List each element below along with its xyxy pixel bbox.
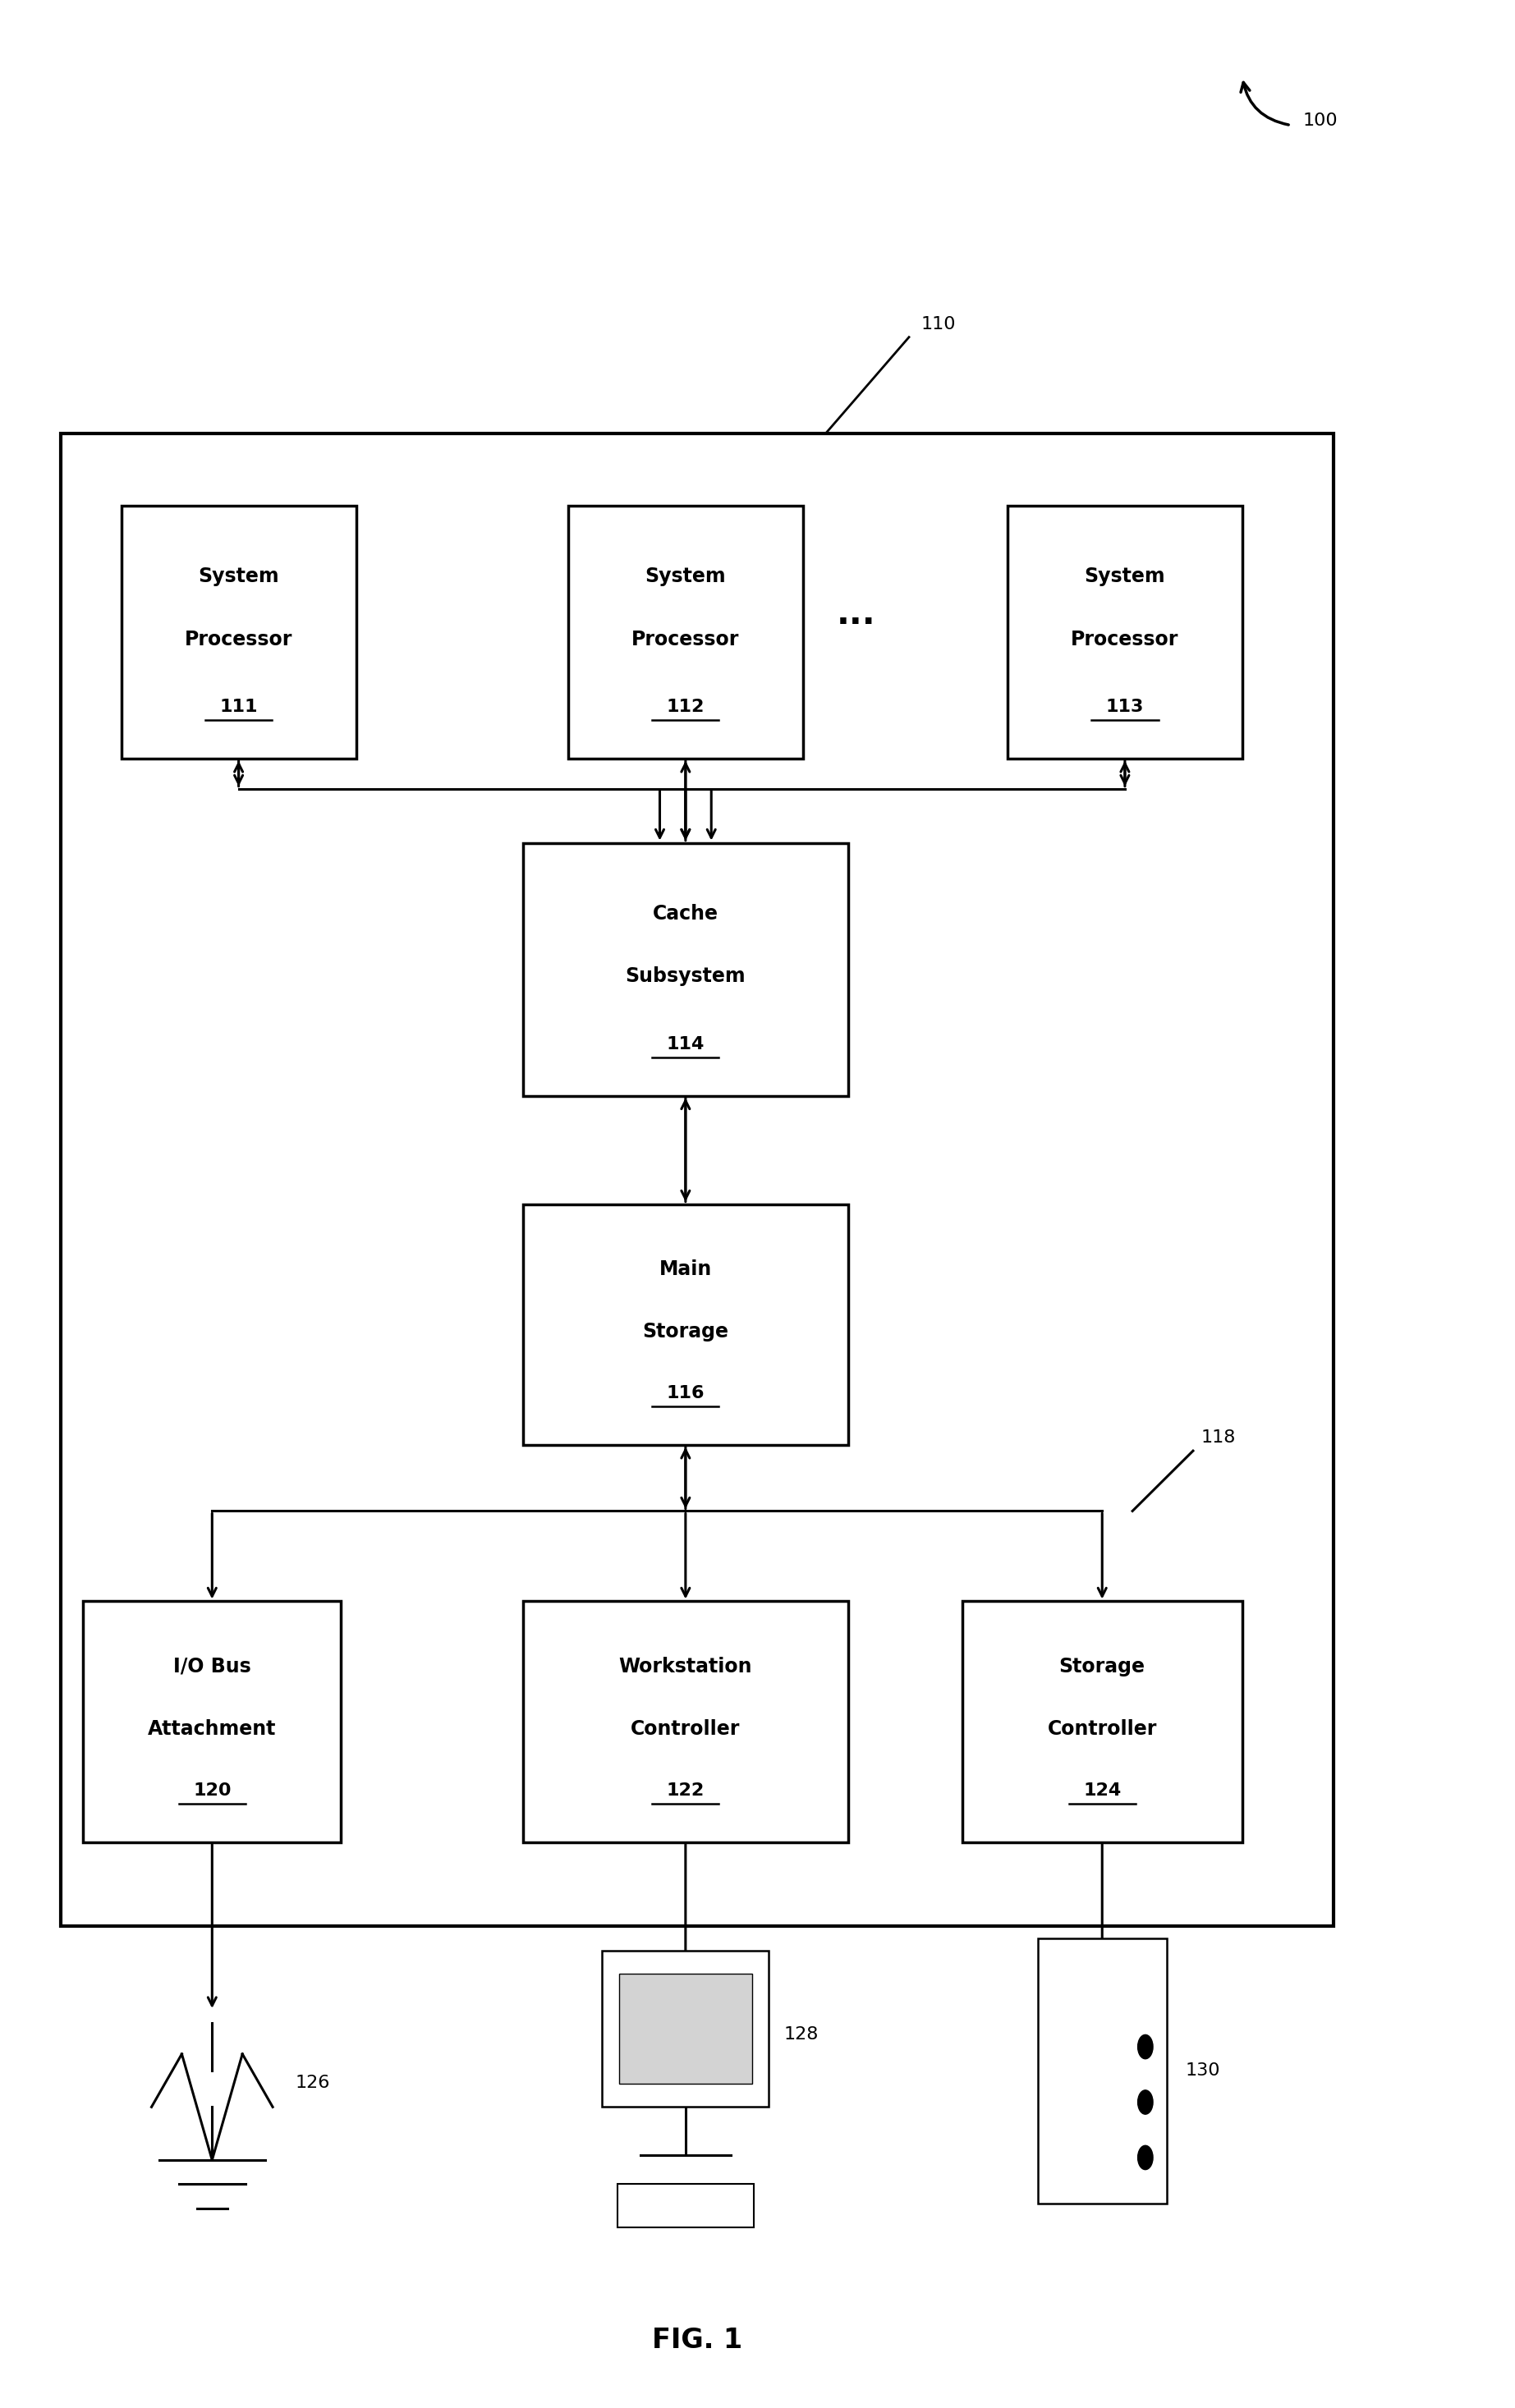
Bar (601, 1950, 768, 2107)
Bar (523, 1601, 848, 1842)
Text: 124: 124 (1083, 1782, 1121, 1799)
Bar (962, 1601, 1242, 1842)
Text: Processor: Processor (632, 628, 739, 650)
Text: ...: ... (836, 597, 876, 631)
Text: System: System (1085, 566, 1165, 588)
Text: 130: 130 (1186, 2064, 1221, 2078)
Circle shape (1138, 2035, 1153, 2059)
Text: Controller: Controller (630, 1719, 741, 1739)
Text: Controller: Controller (1047, 1719, 1157, 1739)
Bar (61, 433, 1333, 1926)
Bar (523, 1204, 848, 1445)
Text: Subsystem: Subsystem (626, 966, 745, 987)
Text: Processor: Processor (185, 628, 292, 650)
Bar (523, 843, 848, 1096)
Text: System: System (645, 566, 726, 588)
Bar (121, 506, 356, 759)
Text: Processor: Processor (1071, 628, 1179, 650)
Text: Workstation: Workstation (618, 1657, 753, 1676)
Text: 111: 111 (220, 698, 258, 715)
Bar (1038, 1938, 1167, 2203)
Text: 116: 116 (667, 1385, 704, 1401)
Text: 126: 126 (295, 2076, 330, 2090)
Text: 112: 112 (667, 698, 704, 715)
Text: Cache: Cache (653, 903, 718, 925)
Text: 114: 114 (667, 1035, 704, 1052)
Text: 118: 118 (1201, 1430, 1235, 1445)
Text: Storage: Storage (642, 1322, 729, 1341)
Text: 122: 122 (667, 1782, 704, 1799)
Text: I/O Bus: I/O Bus (173, 1657, 251, 1676)
Text: Storage: Storage (1059, 1657, 1145, 1676)
Circle shape (1138, 2090, 1153, 2114)
Text: Main: Main (659, 1259, 712, 1279)
Bar (1007, 506, 1242, 759)
Text: System: System (198, 566, 279, 588)
Circle shape (1138, 2146, 1153, 2170)
Bar (83, 1601, 341, 1842)
Bar (618, 2184, 753, 2227)
Text: 128: 128 (785, 2028, 818, 2042)
Bar (568, 506, 803, 759)
Text: 110: 110 (921, 315, 956, 332)
Text: FIG. 1: FIG. 1 (651, 2326, 742, 2355)
Text: Attachment: Attachment (148, 1719, 276, 1739)
Text: 100: 100 (1303, 113, 1338, 128)
Text: 120: 120 (192, 1782, 232, 1799)
Bar (620, 1975, 751, 2083)
Text: 113: 113 (1106, 698, 1144, 715)
